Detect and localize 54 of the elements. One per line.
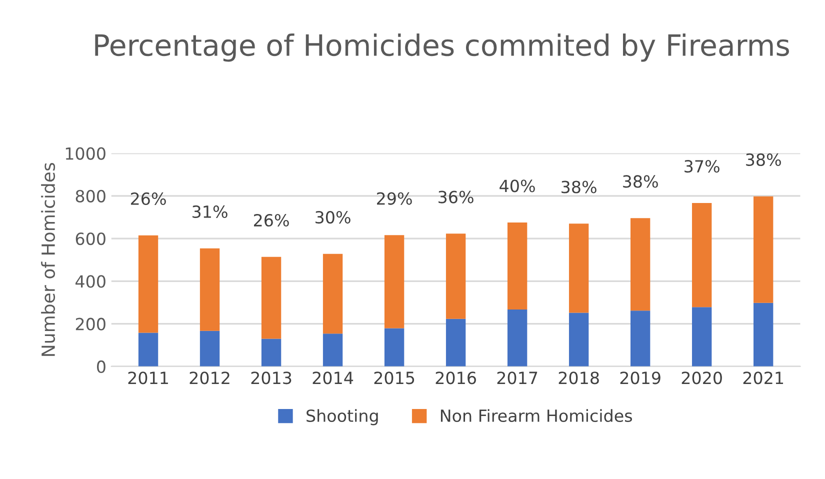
bar <box>568 312 589 366</box>
x-tick-label: 2016 <box>436 372 476 384</box>
bar <box>200 248 220 331</box>
bar <box>446 318 466 366</box>
bar <box>322 254 343 334</box>
x-tick-label: 2012 <box>190 372 230 384</box>
annotation: 26% <box>254 214 289 227</box>
bar <box>261 338 282 366</box>
bar <box>692 307 712 366</box>
bar <box>507 222 528 310</box>
bar <box>692 202 712 308</box>
bar <box>754 302 774 366</box>
bar <box>322 334 343 366</box>
bar <box>754 196 774 303</box>
x-tick-label: 2013 <box>251 372 292 384</box>
bar <box>384 235 404 328</box>
legend-label: Shooting <box>306 409 378 426</box>
x-tick-label: 2018 <box>558 372 599 384</box>
bar <box>630 218 650 311</box>
bar <box>261 256 282 339</box>
y-tick-label: 600 <box>76 232 106 246</box>
annotation: 29% <box>377 192 412 205</box>
y-tick-label: 400 <box>76 275 106 288</box>
x-tick-label: 2011 <box>128 372 168 384</box>
annotation: 36% <box>438 190 474 204</box>
annotation: 38% <box>623 175 658 188</box>
y-tick-label: 200 <box>76 318 106 330</box>
bar <box>200 330 220 366</box>
bar <box>446 234 466 319</box>
annotation: 37% <box>684 160 720 173</box>
bar <box>384 328 404 366</box>
x-tick-label: 2019 <box>620 372 660 384</box>
annotation: 40% <box>500 180 535 192</box>
x-tick-label: 2021 <box>743 372 784 384</box>
annotation: 26% <box>130 192 166 206</box>
bar <box>507 310 528 366</box>
bar <box>138 332 158 366</box>
x-tick-label: 2015 <box>374 372 414 384</box>
bar <box>630 310 650 366</box>
y-tick-label: 800 <box>76 190 106 202</box>
bar <box>568 224 589 313</box>
legend-label: Non Firearm Homicides <box>440 409 632 422</box>
annotation: 38% <box>562 180 596 194</box>
x-tick-label: 2020 <box>682 372 722 384</box>
annotation: 31% <box>192 205 228 218</box>
x-tick-label: 2014 <box>312 372 354 384</box>
x-tick-label: 2017 <box>497 372 538 384</box>
y-tick-label: 1000 <box>66 147 106 160</box>
y-tick-label: 0 <box>97 360 106 374</box>
annotation: 30% <box>316 210 350 224</box>
chart-title: Percentage of Homicides commited by Firearms <box>95 34 789 62</box>
bar <box>138 235 158 333</box>
annotation: 38% <box>746 153 781 166</box>
y-axis-title: Number of Homicides <box>41 162 56 356</box>
